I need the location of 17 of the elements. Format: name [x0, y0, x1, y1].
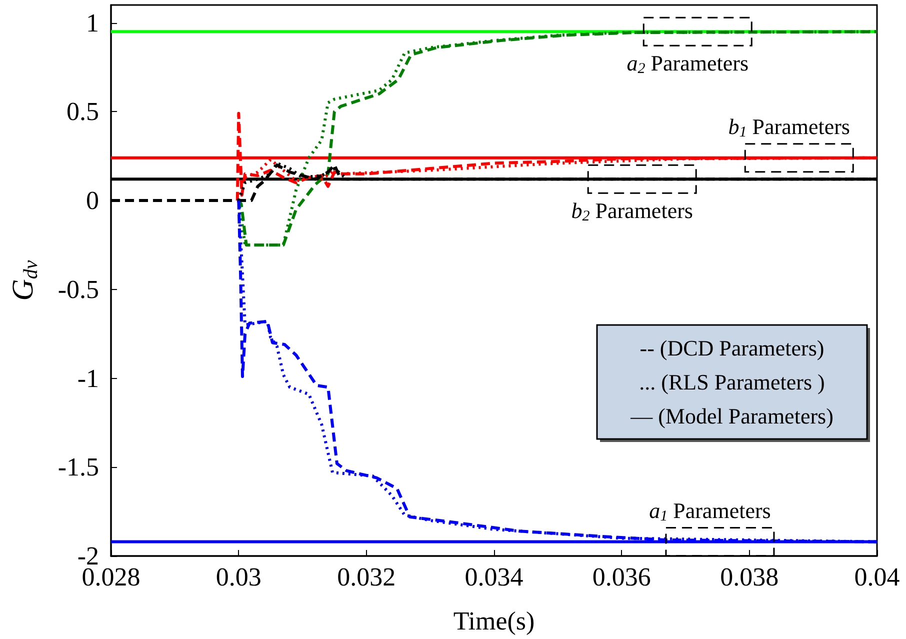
x-axis-title: Time(s): [453, 606, 535, 636]
y-tick-label: -1: [77, 364, 99, 393]
y-axis-title: Gdv: [6, 260, 42, 301]
x-tick-label: 0.04: [854, 562, 900, 592]
x-tick-label: 0.03: [216, 562, 262, 592]
y-tick-label: 1: [86, 8, 99, 38]
annotation: ... (RLS Parameters ): [639, 370, 825, 394]
y-tick-label: 0: [86, 186, 99, 216]
x-tick-label: 0.034: [464, 562, 524, 592]
y-tick-label: -1.5: [58, 452, 99, 482]
x-tick-label: 0.032: [337, 562, 396, 592]
x-tick-label: 0.036: [592, 562, 651, 592]
annotation: -- (DCD Parameters): [640, 336, 824, 360]
y-tick-label: 0.5: [66, 97, 99, 126]
x-tick-label: 0.038: [720, 562, 779, 592]
annotation: — (Model Parameters): [630, 404, 834, 428]
y-tick-label: -0.5: [58, 274, 99, 304]
